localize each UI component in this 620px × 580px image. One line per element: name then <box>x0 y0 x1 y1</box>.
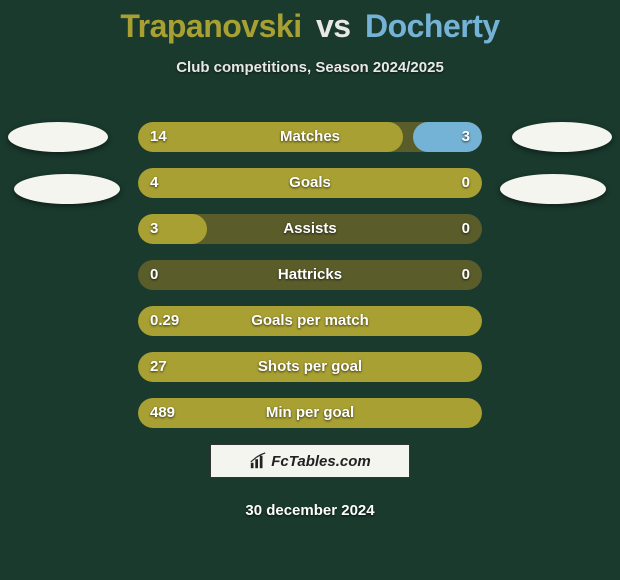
stat-value-right: 3 <box>462 122 470 152</box>
stat-value-left: 489 <box>150 398 175 428</box>
stat-value-right: 0 <box>462 168 470 198</box>
stat-label: Matches <box>138 122 482 152</box>
stat-label: Assists <box>138 214 482 244</box>
player1-avatar-bottom <box>14 174 120 204</box>
stat-row: Shots per goal27 <box>138 352 482 382</box>
stat-label: Min per goal <box>138 398 482 428</box>
stat-label: Hattricks <box>138 260 482 290</box>
stat-row: Assists3 0 <box>138 214 482 244</box>
vs-label: vs <box>316 8 351 44</box>
chart-icon <box>249 452 267 470</box>
player1-name: Trapanovski <box>120 8 301 44</box>
player2-name: Docherty <box>365 8 500 44</box>
date-label: 30 december 2024 <box>0 502 620 519</box>
brand-badge: FcTables.com <box>210 444 410 478</box>
stat-label: Goals per match <box>138 306 482 336</box>
stat-value-left: 27 <box>150 352 167 382</box>
stat-value-right: 0 <box>462 214 470 244</box>
stat-row: Goals per match0.29 <box>138 306 482 336</box>
stat-row: Hattricks0 0 <box>138 260 482 290</box>
player2-avatar-top <box>512 122 612 152</box>
stat-label: Shots per goal <box>138 352 482 382</box>
brand-text: FcTables.com <box>271 453 370 470</box>
stat-value-right: 0 <box>462 260 470 290</box>
stat-row: Goals4 0 <box>138 168 482 198</box>
stat-value-left: 4 <box>150 168 158 198</box>
comparison-title: Trapanovski vs Docherty <box>0 0 620 45</box>
stat-label: Goals <box>138 168 482 198</box>
subtitle: Club competitions, Season 2024/2025 <box>0 59 620 76</box>
stat-value-left: 0.29 <box>150 306 179 336</box>
stat-row: Matches14 3 <box>138 122 482 152</box>
stat-value-left: 3 <box>150 214 158 244</box>
stat-value-left: 14 <box>150 122 167 152</box>
player2-avatar-bottom <box>500 174 606 204</box>
stat-value-left: 0 <box>150 260 158 290</box>
stats-container: Matches143Goals40Assists30Hattricks00Goa… <box>138 122 482 444</box>
player1-avatar-top <box>8 122 108 152</box>
stat-row: Min per goal489 <box>138 398 482 428</box>
